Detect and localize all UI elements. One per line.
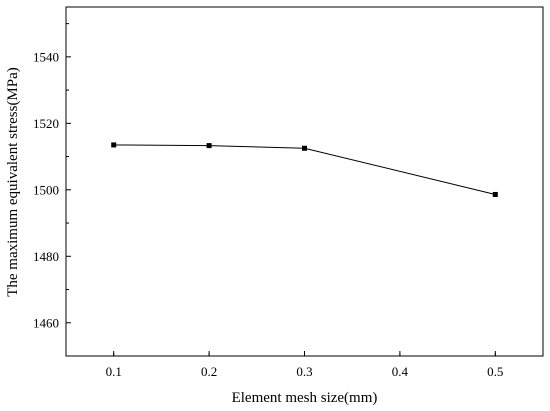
y-tick-label: 1460 <box>33 315 59 330</box>
y-axis-title: The maximum equivalent stress(MPa) <box>5 67 21 297</box>
x-axis-title: Element mesh size(mm) <box>232 390 378 406</box>
y-axis: 1460 1480 1500 1520 1540 <box>33 23 71 330</box>
y-tick-label: 1520 <box>33 116 59 131</box>
x-axis: 0.1 0.2 0.3 0.4 0.5 <box>106 351 503 379</box>
data-point <box>206 143 212 149</box>
data-point <box>111 142 117 148</box>
x-tick-label: 0.5 <box>487 364 503 379</box>
data-point <box>492 191 498 197</box>
x-tick-label: 0.4 <box>392 364 409 379</box>
series-line <box>113 144 496 195</box>
x-tick-label: 0.3 <box>296 364 312 379</box>
plot-frame <box>65 6 544 357</box>
series-layer <box>111 142 498 197</box>
y-tick-label: 1480 <box>33 249 59 264</box>
x-tick-label: 0.2 <box>201 364 217 379</box>
y-tick-label: 1540 <box>33 49 59 64</box>
x-tick-label: 0.1 <box>106 364 122 379</box>
data-point <box>302 145 307 151</box>
y-tick-label: 1500 <box>33 182 59 197</box>
